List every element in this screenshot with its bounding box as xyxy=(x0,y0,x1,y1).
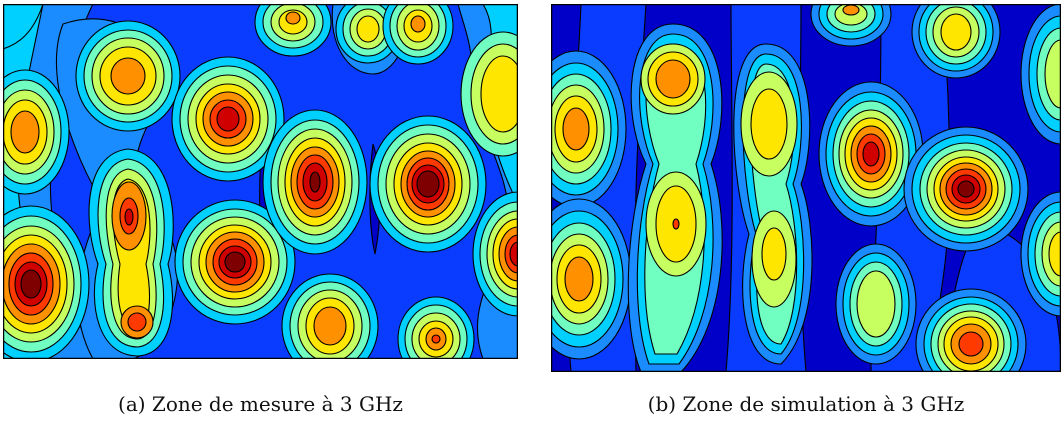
caption-simulation: (b) Zone de simulation à 3 GHz xyxy=(647,392,965,416)
panel-measurement xyxy=(3,4,518,359)
contour-map-measurement xyxy=(3,4,518,359)
panel-simulation xyxy=(551,4,1061,372)
contour-map-simulation xyxy=(551,4,1061,372)
caption-measurement: (a) Zone de mesure à 3 GHz xyxy=(118,392,403,416)
